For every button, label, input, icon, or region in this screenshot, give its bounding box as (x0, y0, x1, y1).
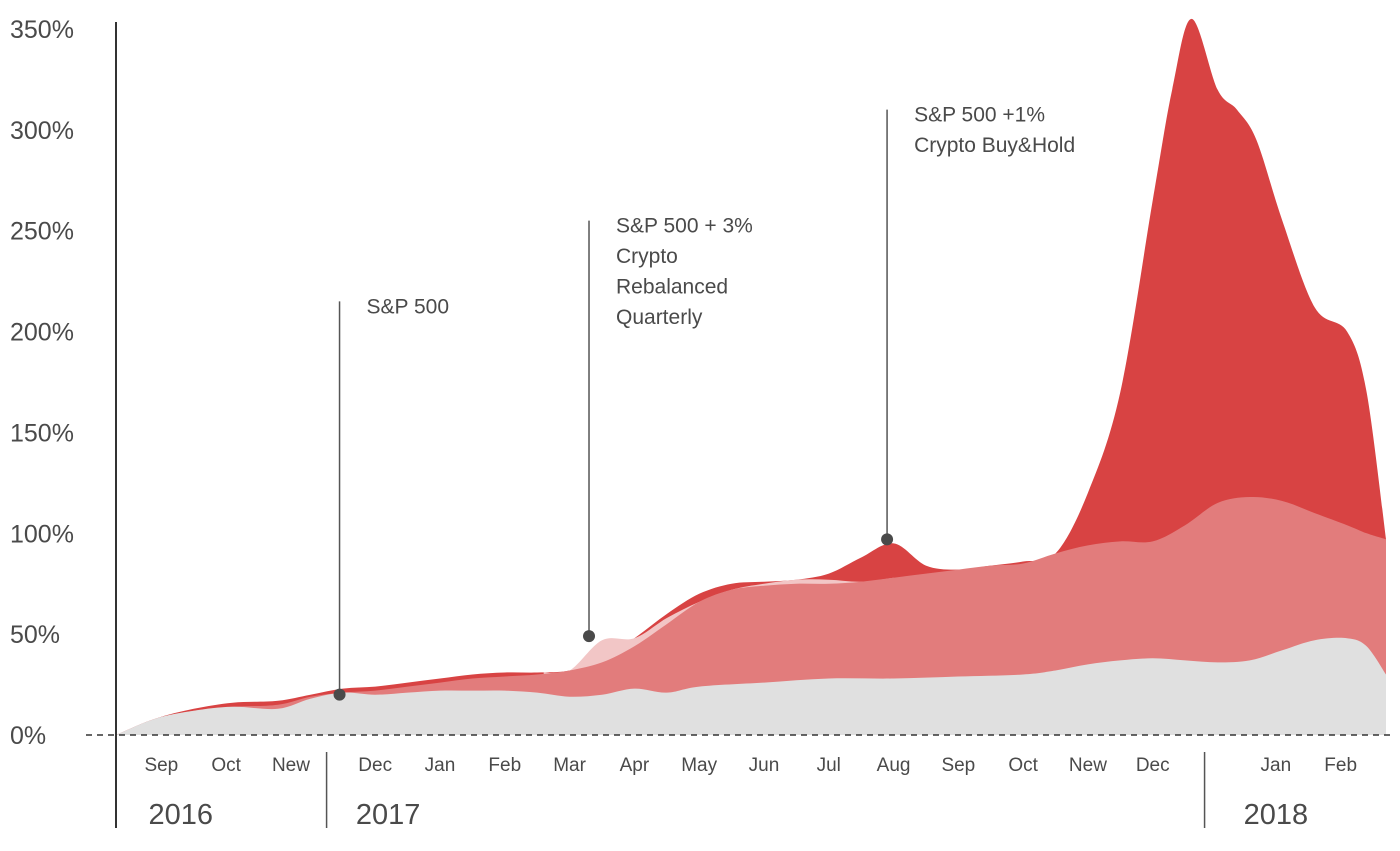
x-tick-label: Aug (877, 755, 911, 776)
annotation-line: Quarterly (616, 306, 703, 329)
y-tick-label: 250% (10, 218, 74, 246)
x-tick-label: Apr (620, 755, 650, 776)
series-areas (116, 18, 1386, 735)
year-label: 2016 (149, 799, 214, 831)
annotation-label: S&P 500 (367, 295, 450, 318)
year-label: 2017 (356, 799, 421, 831)
y-tick-label: 200% (10, 319, 74, 347)
x-tick-labels: Sep Oct New Dec Jan Feb Mar Apr May Jun Jul Aug Sep O… (144, 755, 1357, 776)
y-tick-label: 0% (10, 722, 46, 750)
x-tick-label: Sep (941, 755, 975, 776)
annotation-line: S&P 500 +1% (914, 104, 1045, 127)
x-tick-label: Feb (488, 755, 521, 776)
x-tick-label: Sep (144, 755, 178, 776)
x-tick-label: May (681, 755, 717, 776)
year-labels: 2016 2017 2018 (149, 799, 1309, 831)
annotation-marker (881, 533, 894, 546)
annotations: S&P 500 S&P 500 + 3% Crypto Rebalanced Quart… (333, 104, 1075, 701)
x-tick-label: New (1069, 755, 1107, 776)
area-sp500 (116, 637, 1386, 735)
annotation-line: Rebalanced (616, 276, 728, 299)
annotation-label: S&P 500 + 3% Crypto Rebalanced Quarterly (616, 215, 753, 330)
x-tick-label: Oct (211, 755, 241, 776)
annotation-marker (583, 630, 596, 643)
annotation-line: S&P 500 (367, 295, 450, 318)
y-tick-label: 350% (10, 16, 74, 44)
y-tick-label: 50% (10, 621, 60, 649)
x-tick-label: Dec (358, 755, 392, 776)
y-tick-label: 300% (10, 117, 74, 145)
x-tick-label: Jul (817, 755, 841, 776)
annotation-label: S&P 500 +1% Crypto Buy&Hold (914, 104, 1075, 158)
axes (86, 22, 1390, 828)
annotation-marker (333, 688, 346, 701)
x-tick-label: Feb (1324, 755, 1357, 776)
x-tick-label: New (272, 755, 310, 776)
annotation-line: Crypto Buy&Hold (914, 134, 1075, 157)
y-tick-label: 100% (10, 520, 74, 548)
y-tick-label: 150% (10, 419, 74, 447)
y-tick-labels: 0% 50% 100% 150% 200% 250% 300% 350% (10, 16, 74, 750)
year-label: 2018 (1244, 799, 1309, 831)
annotation-line: S&P 500 + 3% (616, 215, 753, 238)
x-tick-label: Jun (749, 755, 780, 776)
x-tick-label: Oct (1008, 755, 1038, 776)
annotation-line: Crypto (616, 245, 678, 268)
x-tick-label: Dec (1136, 755, 1170, 776)
x-tick-label: Mar (553, 755, 586, 776)
x-tick-label: Jan (425, 755, 456, 776)
x-tick-label: Jan (1261, 755, 1292, 776)
